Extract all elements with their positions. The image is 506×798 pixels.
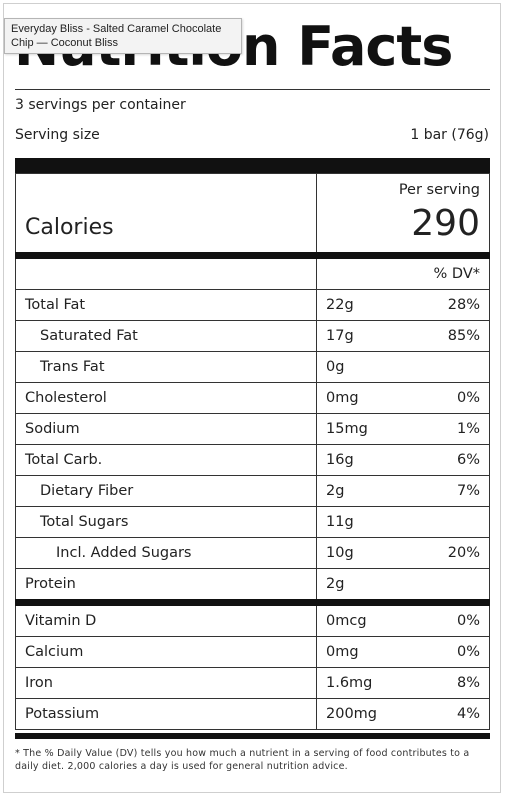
nutrient-amount: 0mcg [315, 599, 406, 637]
nutrient-name: Saturated Fat [15, 320, 317, 352]
nutrient-name: Iron [15, 667, 317, 699]
nutrient-name: Potassium [15, 698, 317, 730]
per-serving-label: Per serving [398, 182, 480, 198]
table-row: Cholesterol 0mg 0% [15, 382, 490, 414]
nutrient-dv: 6% [405, 444, 490, 476]
table-row: Total Carb. 16g 6% [15, 444, 490, 476]
nutrient-name: Cholesterol [15, 382, 317, 414]
divider [15, 89, 490, 90]
table-row: Iron 1.6mg 8% [15, 667, 490, 699]
table-row: Total Sugars 11g [15, 506, 490, 538]
nutrient-name: Sodium [15, 413, 317, 445]
table-row: Protein 2g [15, 568, 490, 603]
nutrient-dv: 0% [405, 382, 490, 414]
nutrient-amount: 0g [315, 351, 406, 383]
servings-per-container: 3 servings per container [15, 97, 186, 113]
nutrient-amount: 10g [315, 537, 406, 569]
table-row: Calcium 0mg 0% [15, 636, 490, 668]
nutrient-amount: 0mg [315, 636, 406, 668]
product-tooltip: Everyday Bliss - Salted Caramel Chocolat… [4, 18, 242, 54]
nutrient-amount: 1.6mg [315, 667, 406, 699]
table-row: Incl. Added Sugars 10g 20% [15, 537, 490, 569]
nutrient-name: Protein [15, 568, 317, 603]
nutrient-amount: 22g [315, 289, 406, 321]
table-row: Trans Fat 0g [15, 351, 490, 383]
nutrient-name: Dietary Fiber [15, 475, 317, 507]
nutrient-dv: 4% [405, 698, 490, 730]
table-row: Vitamin D 0mcg 0% [15, 599, 490, 637]
nutrient-dv: 8% [405, 667, 490, 699]
serving-size-value: 1 bar (76g) [410, 127, 489, 143]
nutrition-table: Calories Per serving 290 % DV* Total Fat… [15, 173, 490, 730]
table-row: Sodium 15mg 1% [15, 413, 490, 445]
bottom-divider [15, 733, 490, 739]
nutrient-name: Vitamin D [15, 599, 317, 637]
calories-row: Calories Per serving 290 [15, 173, 490, 259]
nutrient-name: Total Fat [15, 289, 317, 321]
nutrient-dv [405, 568, 490, 603]
nutrient-name: Incl. Added Sugars [15, 537, 317, 569]
nutrient-dv [405, 506, 490, 538]
nutrient-name: Trans Fat [15, 351, 317, 383]
nutrient-rows: Total Fat 22g 28% Saturated Fat 17g 85% Trans … [15, 289, 490, 603]
nutrient-dv: 85% [405, 320, 490, 352]
calories-label: Calories [25, 215, 114, 240]
nutrient-dv: 0% [405, 636, 490, 668]
dv-header: % DV* [405, 255, 490, 290]
nutrient-amount: 2g [315, 475, 406, 507]
nutrient-name: Calcium [15, 636, 317, 668]
nutrient-dv [405, 351, 490, 383]
nutrient-amount: 200mg [315, 698, 406, 730]
thick-divider [15, 158, 490, 173]
nutrient-dv: 1% [405, 413, 490, 445]
nutrient-dv: 0% [405, 599, 490, 637]
nutrient-amount: 11g [315, 506, 406, 538]
nutrient-amount: 2g [315, 568, 406, 603]
nutrient-dv: 7% [405, 475, 490, 507]
nutrient-dv: 20% [405, 537, 490, 569]
nutrient-name: Total Carb. [15, 444, 317, 476]
table-row: Saturated Fat 17g 85% [15, 320, 490, 352]
nutrient-amount: 16g [315, 444, 406, 476]
vitamin-rows: Vitamin D 0mcg 0% Calcium 0mg 0% Iron 1.6mg 8% Po… [15, 599, 490, 730]
nutrient-amount: 15mg [315, 413, 406, 445]
nutrient-name: Total Sugars [15, 506, 317, 538]
nutrient-amount: 17g [315, 320, 406, 352]
nutrient-dv: 28% [405, 289, 490, 321]
calories-value: 290 [411, 203, 480, 244]
serving-size-label: Serving size [15, 127, 100, 143]
nutrient-amount: 0mg [315, 382, 406, 414]
table-row: Total Fat 22g 28% [15, 289, 490, 321]
footnote: * The % Daily Value (DV) tells you how m… [15, 748, 470, 772]
dv-header-row: % DV* [15, 255, 490, 290]
table-row: Dietary Fiber 2g 7% [15, 475, 490, 507]
table-row: Potassium 200mg 4% [15, 698, 490, 730]
